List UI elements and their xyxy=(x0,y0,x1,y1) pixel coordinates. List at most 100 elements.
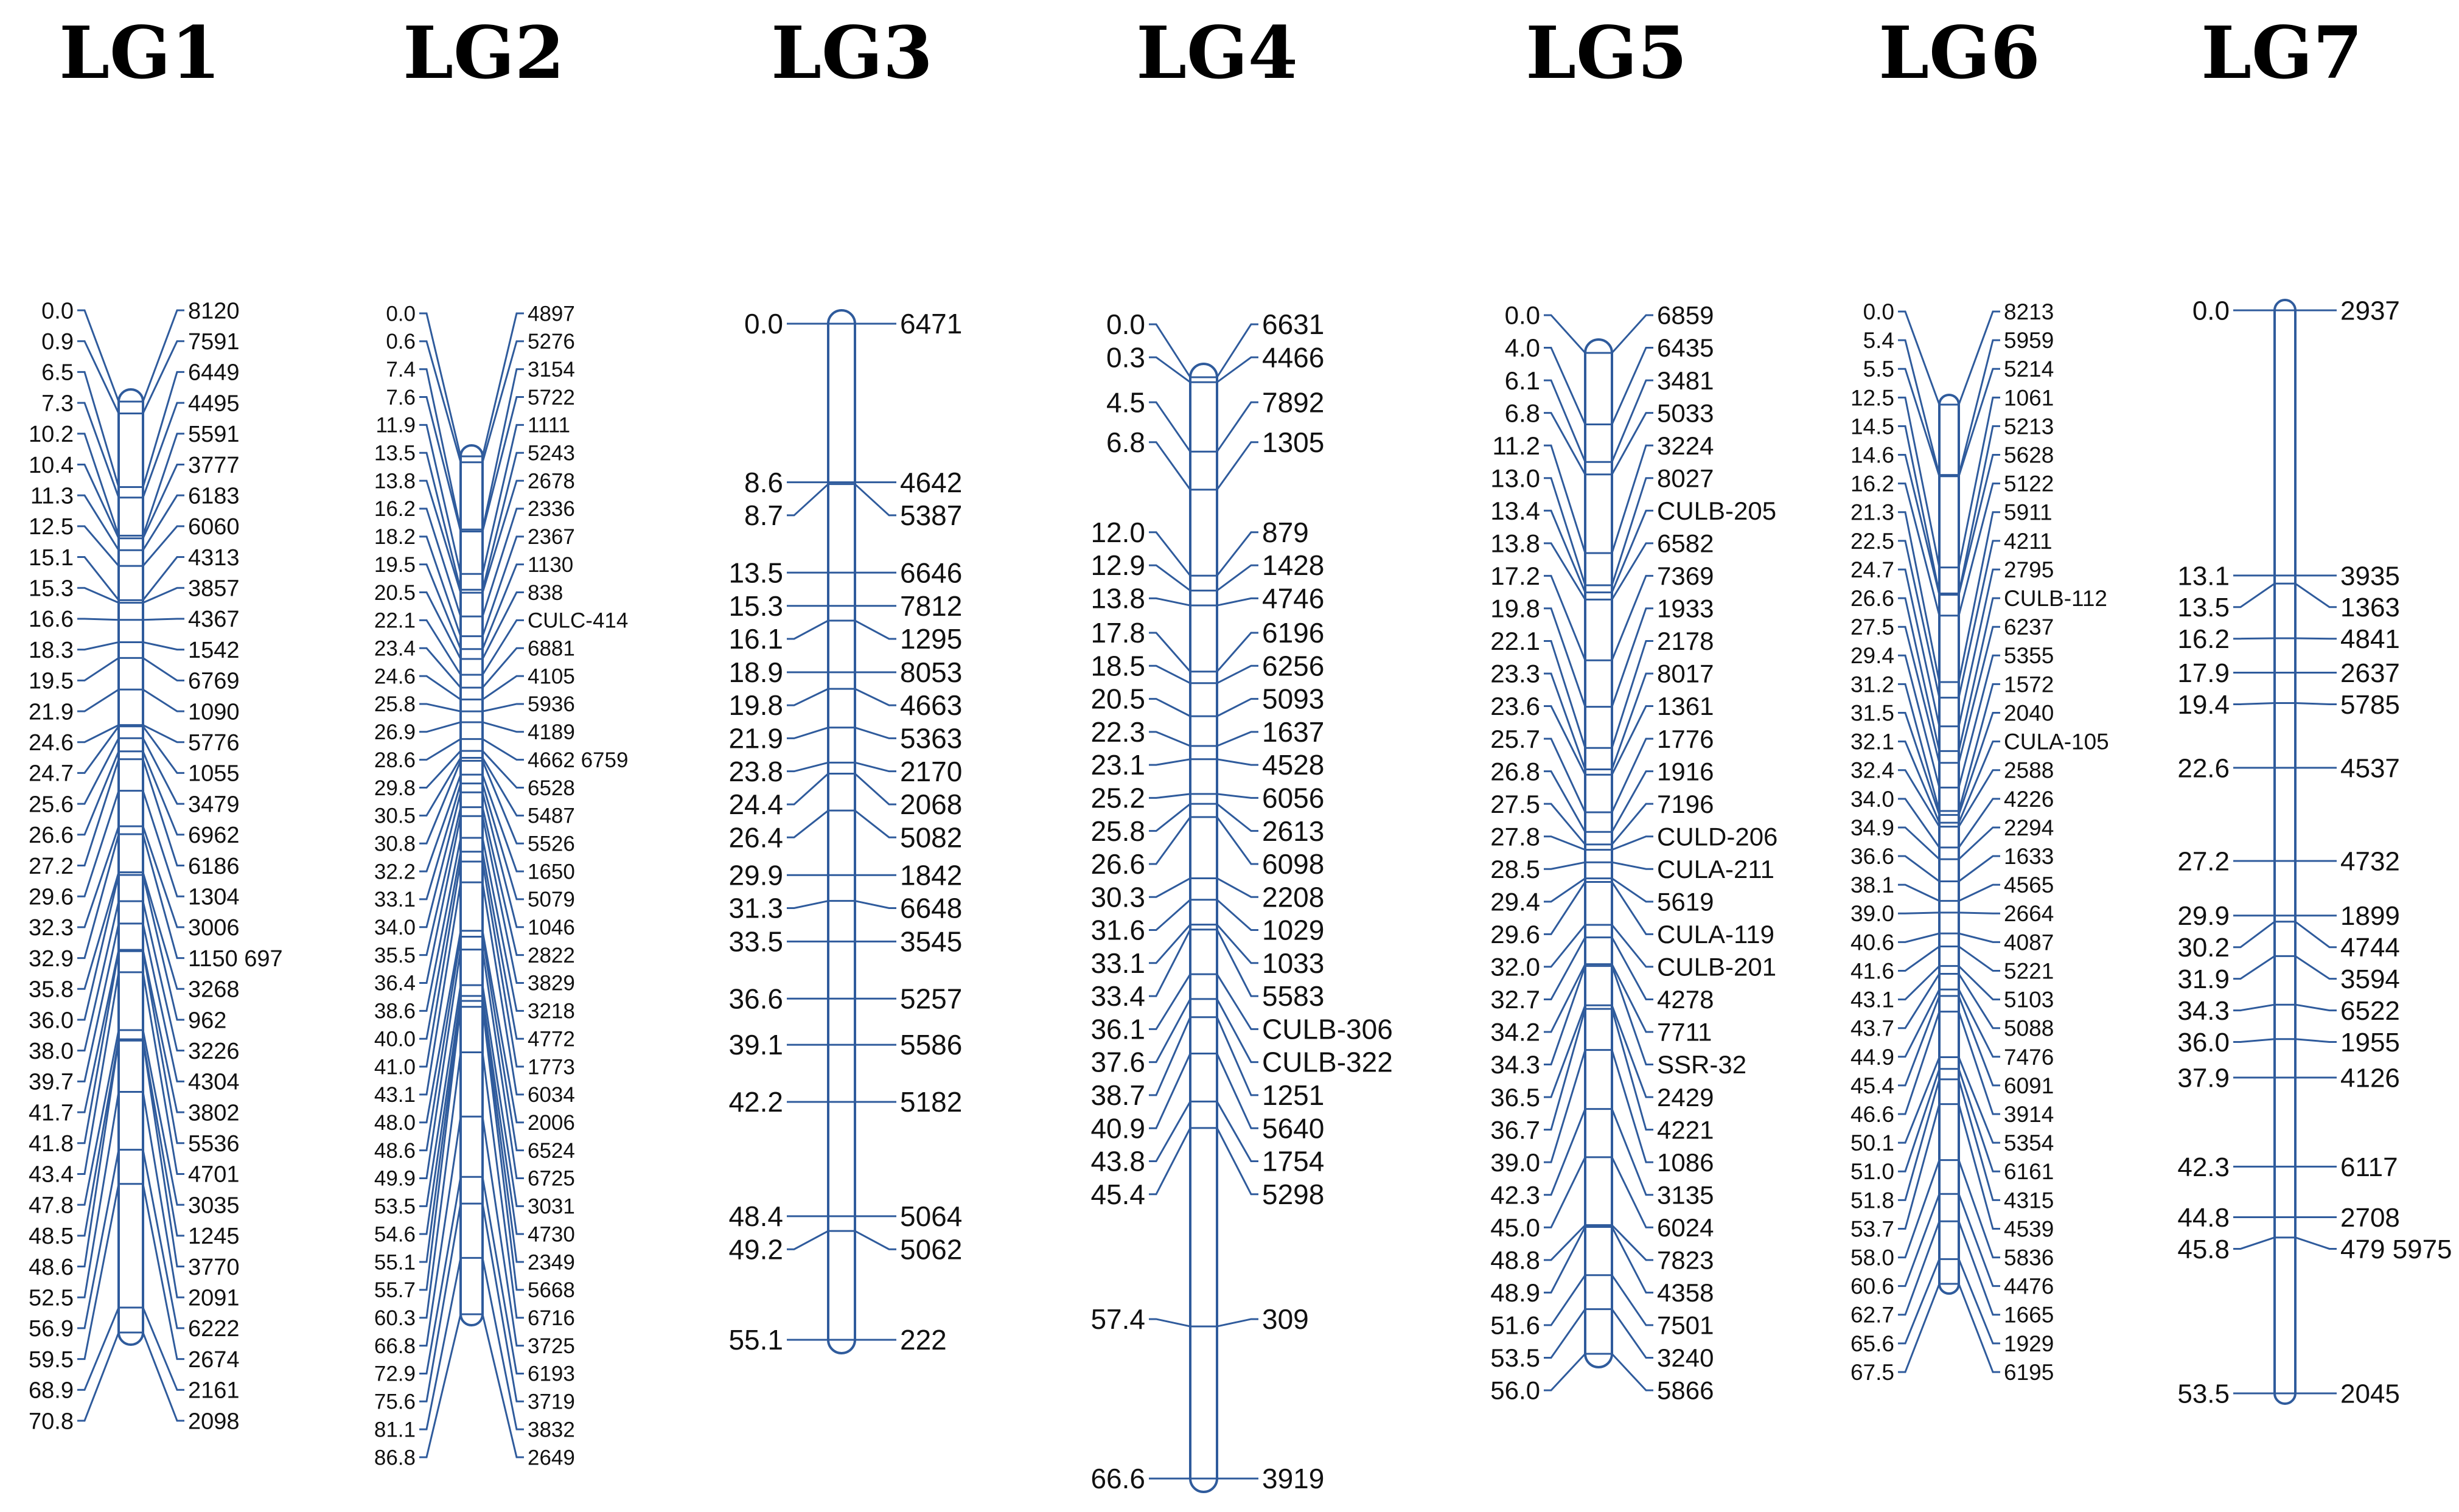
marker-position-label: 19.5 xyxy=(29,669,74,694)
marker-connector-right xyxy=(481,760,524,845)
marker-position-label: 32.1 xyxy=(1850,730,1894,754)
marker-position-label: 27.5 xyxy=(1850,615,1894,639)
marker: 22.1 2178 xyxy=(1490,627,1714,749)
marker: 35.5 2822 xyxy=(374,806,575,967)
marker-connector-right xyxy=(142,759,184,866)
marker-connector-right xyxy=(142,1183,184,1360)
marker-name-label: 8053 xyxy=(900,657,962,688)
marker-name-label: CULB-112 xyxy=(2004,586,2107,611)
marker: 17.2 7369 xyxy=(1490,562,1714,661)
marker-name-label: 1305 xyxy=(1262,427,1324,458)
marker-name-label: 2367 xyxy=(528,525,575,549)
marker-connector-right xyxy=(1216,664,1258,685)
marker-name-label: 5619 xyxy=(1657,888,1714,916)
marker-position-label: 29.9 xyxy=(728,859,783,891)
marker-connector-left xyxy=(1544,412,1586,475)
marker: 6.8 5033 xyxy=(1505,399,1714,476)
marker-name-label: 4211 xyxy=(2004,529,2053,554)
marker-connector-left xyxy=(77,737,120,805)
marker: 0.0 6471 xyxy=(744,308,962,340)
marker-position-label: 38.0 xyxy=(29,1039,74,1064)
marker-connector-right xyxy=(1958,654,2000,788)
marker-name-label: 4565 xyxy=(2004,873,2054,897)
marker-name-label: CULB-205 xyxy=(1657,496,1776,525)
marker-connector-left xyxy=(1544,1008,1586,1131)
marker-connector-right xyxy=(1216,632,1258,672)
linkage-group-title: LG1 xyxy=(59,10,221,95)
marker-connector-left xyxy=(2233,582,2275,608)
marker-connector-right xyxy=(482,703,524,712)
marker-name-label: 2429 xyxy=(1657,1083,1714,1112)
marker: 23.8 2170 xyxy=(728,756,962,787)
marker: 26.9 4189 xyxy=(374,720,575,744)
marker-name-label: 2006 xyxy=(528,1111,575,1135)
marker: 42.3 3135 xyxy=(1490,1108,1714,1209)
marker-connector-left xyxy=(419,1176,462,1374)
marker-position-label: 45.8 xyxy=(2177,1235,2230,1264)
marker: 6.8 1305 xyxy=(1106,427,1324,491)
marker: 21.9 5363 xyxy=(728,722,962,754)
marker-position-label: 45.4 xyxy=(1090,1179,1145,1210)
marker-connector-left xyxy=(1149,924,1191,964)
marker-position-label: 25.7 xyxy=(1490,725,1540,753)
marker-name-label: 5062 xyxy=(900,1233,962,1265)
marker-position-label: 27.8 xyxy=(1490,822,1540,851)
marker-position-label: 48.5 xyxy=(29,1224,74,1249)
marker: 25.7 1776 xyxy=(1490,725,1714,813)
marker-connector-left xyxy=(77,340,120,414)
marker-connector-left xyxy=(77,1040,120,1268)
marker-connector-right xyxy=(1611,861,1653,870)
marker-connector-right xyxy=(1611,412,1653,475)
marker: 13.8 4746 xyxy=(1090,582,1324,614)
marker-connector-left xyxy=(1898,1160,1941,1259)
marker-connector-right xyxy=(481,792,524,928)
marker-position-label: 13.8 xyxy=(1490,529,1540,558)
marker-connector-left xyxy=(787,483,829,517)
marker-name-label: 4663 xyxy=(900,689,962,721)
marker: 22.5 4211 xyxy=(1850,529,2053,699)
marker-connector-left xyxy=(1149,1101,1191,1162)
marker-position-label: 51.8 xyxy=(1850,1188,1894,1213)
marker-position-label: 43.4 xyxy=(29,1162,74,1188)
marker-connector-right xyxy=(481,882,524,1096)
marker-name-label: 1361 xyxy=(1657,692,1714,720)
marker-position-label: 40.0 xyxy=(374,1027,416,1051)
marker: 14.5 5213 xyxy=(1850,414,2054,594)
marker-connector-right xyxy=(1958,946,2000,972)
marker-connector-left xyxy=(787,900,829,910)
marker-position-label: 50.1 xyxy=(1850,1131,1894,1155)
marker-name-label: 5182 xyxy=(900,1086,962,1118)
marker-position-label: 32.4 xyxy=(1850,758,1894,783)
marker-name-label: 8213 xyxy=(2004,299,2054,324)
marker: 51.8 4315 xyxy=(1850,1078,2054,1213)
marker-name-label: 3914 xyxy=(2004,1102,2054,1127)
marker-position-label: 6.8 xyxy=(1106,427,1145,458)
marker-name-label: 6962 xyxy=(188,823,240,848)
marker-connector-right xyxy=(1958,826,2000,860)
marker-name-label: 4642 xyxy=(900,467,962,498)
marker: 32.2 1650 xyxy=(374,773,575,883)
marker-connector-left xyxy=(1544,835,1586,851)
marker-connector-left xyxy=(77,494,120,551)
marker: 25.8 2613 xyxy=(1090,803,1324,847)
marker-connector-right xyxy=(481,1203,524,1402)
marker-connector-right xyxy=(1611,1157,1653,1228)
chromosome-bar xyxy=(1938,394,1960,1295)
marker-position-label: 31.3 xyxy=(728,893,783,924)
marker-name-label: 2708 xyxy=(2340,1203,2400,1233)
marker-position-label: 6.8 xyxy=(1505,399,1540,427)
marker-position-label: 15.3 xyxy=(29,576,74,602)
marker-position-label: 49.2 xyxy=(728,1233,783,1265)
marker-name-label: 4466 xyxy=(1262,341,1324,373)
marker-position-label: 37.9 xyxy=(2177,1063,2230,1093)
marker: 30.2 4744 xyxy=(2177,921,2400,963)
marker-position-label: 36.7 xyxy=(1490,1115,1540,1144)
marker-connector-right xyxy=(481,423,524,574)
marker-connector-right xyxy=(481,647,524,689)
marker: 45.4 6091 xyxy=(1850,995,2054,1098)
marker-connector-right xyxy=(1958,712,2000,815)
marker-connector-right xyxy=(1611,1050,1653,1163)
marker-connector-left xyxy=(1544,1050,1586,1163)
marker-connector-left xyxy=(77,872,120,990)
marker-connector-right xyxy=(1611,963,1653,1033)
